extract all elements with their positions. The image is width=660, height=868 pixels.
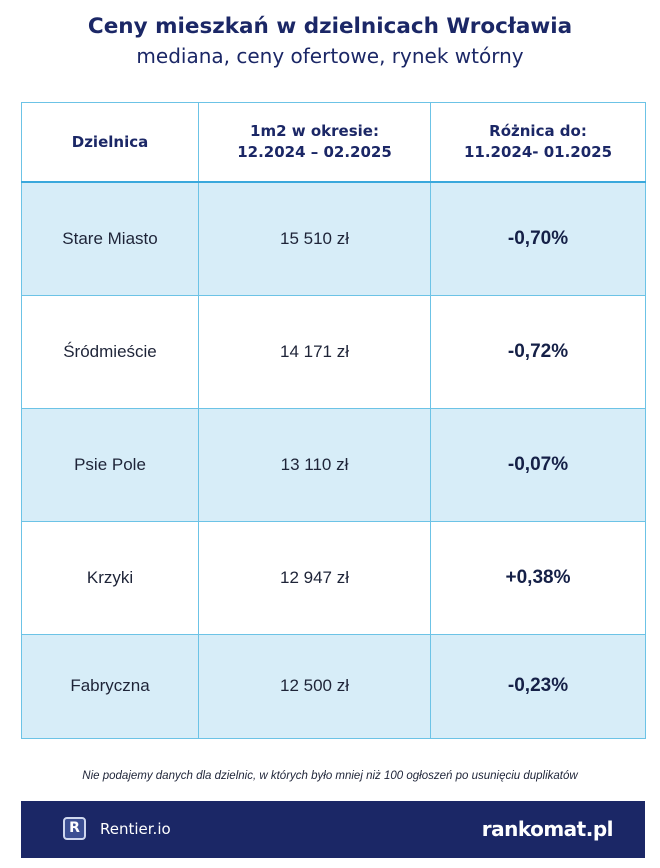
district-cell: Śródmieście xyxy=(21,294,199,409)
table-row: Krzyki 12 947 zł +0,38% xyxy=(21,520,646,635)
column-header-diff: Różnica do: 11.2024- 01.2025 xyxy=(430,102,646,183)
footer-bar: R Rentier.io rankomat.pl xyxy=(21,801,645,858)
diff-cell: -0,23% xyxy=(430,633,646,739)
rankomat-brand: rankomat.pl xyxy=(481,817,614,841)
column-header-price: 1m2 w okresie: 12.2024 – 02.2025 xyxy=(198,102,431,183)
district-cell: Psie Pole xyxy=(21,407,199,522)
price-cell: 12 500 zł xyxy=(198,633,431,739)
price-cell: 15 510 zł xyxy=(198,181,431,296)
column-header-diff-line2: 11.2024- 01.2025 xyxy=(463,143,613,161)
rentier-brand: Rentier.io xyxy=(100,820,171,838)
price-cell: 12 947 zł xyxy=(198,520,431,635)
district-cell: Fabryczna xyxy=(21,633,199,739)
table-header-row: Dzielnica 1m2 w okresie: 12.2024 – 02.20… xyxy=(21,102,646,183)
footnote: Nie podajemy danych dla dzielnic, w któr… xyxy=(82,770,578,782)
column-header-price-line1: 1m2 w okresie: xyxy=(250,122,379,140)
table-row: Psie Pole 13 110 zł -0,07% xyxy=(21,407,646,522)
rentier-logo-icon: R xyxy=(63,817,86,840)
column-header-district: Dzielnica xyxy=(21,102,199,183)
table-row: Śródmieście 14 171 zł -0,72% xyxy=(21,294,646,409)
page-subtitle: mediana, ceny ofertowe, rynek wtórny xyxy=(136,44,524,68)
table-row: Fabryczna 12 500 zł -0,23% xyxy=(21,633,646,739)
diff-cell: -0,07% xyxy=(430,407,646,522)
district-cell: Krzyki xyxy=(21,520,199,635)
diff-cell: -0,70% xyxy=(430,181,646,296)
district-price-table: Dzielnica 1m2 w okresie: 12.2024 – 02.20… xyxy=(21,102,646,739)
column-header-price-line2: 12.2024 – 02.2025 xyxy=(237,143,392,161)
table-row: Stare Miasto 15 510 zł -0,70% xyxy=(21,181,646,296)
district-cell: Stare Miasto xyxy=(21,181,199,296)
price-cell: 14 171 zł xyxy=(198,294,431,409)
diff-cell: +0,38% xyxy=(430,520,646,635)
page-title: Ceny mieszkań w dzielnicach Wrocławia xyxy=(87,14,573,39)
column-header-diff-line1: Różnica do: xyxy=(489,122,587,140)
price-cell: 13 110 zł xyxy=(198,407,431,522)
diff-cell: -0,72% xyxy=(430,294,646,409)
